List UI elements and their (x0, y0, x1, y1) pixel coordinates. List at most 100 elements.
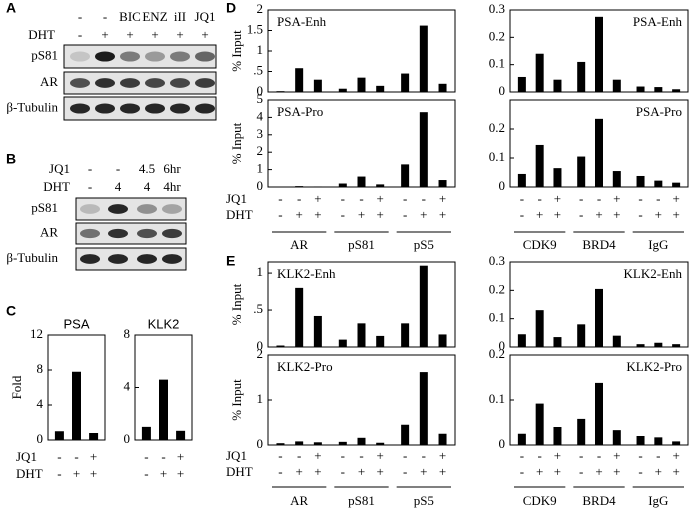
y-tick-label: 0 (124, 431, 131, 446)
panel-letter: C (6, 303, 16, 319)
bar (159, 379, 168, 440)
blot-band (162, 254, 182, 264)
y-axis-label: Fold (9, 375, 24, 399)
blot-band (137, 254, 157, 264)
y-tick-label: 4 (124, 378, 131, 393)
condition-sign: + (554, 191, 561, 206)
condition-sign: - (579, 464, 583, 479)
lane-label: - (88, 161, 92, 176)
bar (338, 183, 347, 187)
condition-sign: + (613, 191, 620, 206)
bar (141, 426, 151, 440)
blot-band (162, 204, 182, 214)
bar (376, 442, 385, 445)
bar (612, 171, 621, 187)
blot-band (80, 204, 100, 214)
bar (295, 287, 304, 347)
condition-sign: - (403, 191, 407, 206)
condition-sign: - (144, 466, 148, 481)
y-tick-label: .5 (253, 62, 263, 77)
y-tick-label: .5 (253, 301, 263, 316)
blot-strip (75, 247, 187, 271)
bar (276, 443, 285, 445)
condition-label: JQ1 (226, 191, 247, 206)
lane-label: 4.5 (139, 161, 155, 176)
y-axis-label: % Input (229, 283, 244, 325)
y-tick-label: 8 (124, 326, 131, 341)
condition-sign: - (278, 464, 282, 479)
bar (577, 61, 586, 92)
y-axis-label: % Input (229, 379, 244, 421)
bar (313, 186, 322, 187)
condition-sign: + (613, 448, 620, 463)
condition-label: DHT (226, 464, 253, 479)
y-tick-label: 3 (257, 126, 264, 141)
panel-letter: B (6, 151, 16, 167)
bar (357, 323, 366, 347)
condition-sign: + (377, 448, 384, 463)
blot-band (195, 103, 215, 114)
bar (438, 334, 447, 347)
y-tick-label: 0 (257, 338, 264, 353)
condition-sign: - (403, 464, 407, 479)
condition-sign: - (579, 207, 583, 222)
y-tick-label: 2 (257, 143, 264, 158)
condition-sign: + (439, 448, 446, 463)
y-tick-label: 2 (257, 346, 264, 361)
condition-sign: + (90, 466, 97, 481)
row-label: β-Tubulin (6, 250, 58, 265)
blot-strip (75, 222, 187, 245)
blot-band (137, 204, 157, 214)
bar (577, 324, 586, 347)
condition-sign: - (520, 191, 524, 206)
condition-sign: - (278, 191, 282, 206)
condition-sign: - (341, 191, 345, 206)
chart-title: KLK2 (148, 316, 180, 331)
condition-sign: - (341, 207, 345, 222)
bar (338, 339, 347, 347)
y-tick-label: 0 (257, 83, 264, 98)
condition-sign: - (638, 464, 642, 479)
condition-sign: + (177, 449, 184, 464)
condition-sign: - (278, 448, 282, 463)
y-tick-label: 0.1 (489, 391, 505, 406)
condition-sign: - (638, 448, 642, 463)
condition-sign: + (377, 191, 384, 206)
y-tick-label: 0.3 (489, 253, 505, 268)
condition-sign: + (90, 449, 97, 464)
chart-title: PSA (63, 316, 89, 331)
bar (535, 403, 544, 445)
group-label: BRD4 (582, 237, 616, 252)
condition-sign: + (554, 207, 561, 222)
condition-sign: - (597, 191, 601, 206)
lane-label: + (101, 27, 108, 42)
bar (612, 430, 621, 445)
bar (517, 433, 526, 445)
condition-sign: - (161, 449, 165, 464)
y-tick-label: 8 (37, 361, 44, 376)
bar (338, 441, 347, 445)
y-tick-label: 1.5 (247, 21, 263, 36)
condition-sign: - (638, 191, 642, 206)
y-tick-label: 0 (499, 338, 506, 353)
bar (517, 76, 526, 92)
bar (295, 441, 304, 445)
bar (419, 265, 428, 347)
lane-label: BIC (119, 9, 141, 24)
y-tick-label: 4 (37, 396, 44, 411)
condition-sign: + (439, 191, 446, 206)
blot-band (170, 51, 190, 62)
condition-sign: + (595, 207, 602, 222)
bar (636, 175, 645, 187)
y-tick-label: 12 (30, 326, 43, 341)
group-label: pS81 (348, 493, 375, 508)
group-label: CDK9 (523, 493, 557, 508)
bar (636, 436, 645, 445)
condition-sign: - (341, 448, 345, 463)
condition-sign: - (403, 448, 407, 463)
condition-sign: - (74, 449, 78, 464)
lane-label: + (151, 27, 158, 42)
group-label: pS5 (414, 493, 434, 508)
bar (357, 77, 366, 92)
lane-label: 4hr (163, 179, 181, 194)
